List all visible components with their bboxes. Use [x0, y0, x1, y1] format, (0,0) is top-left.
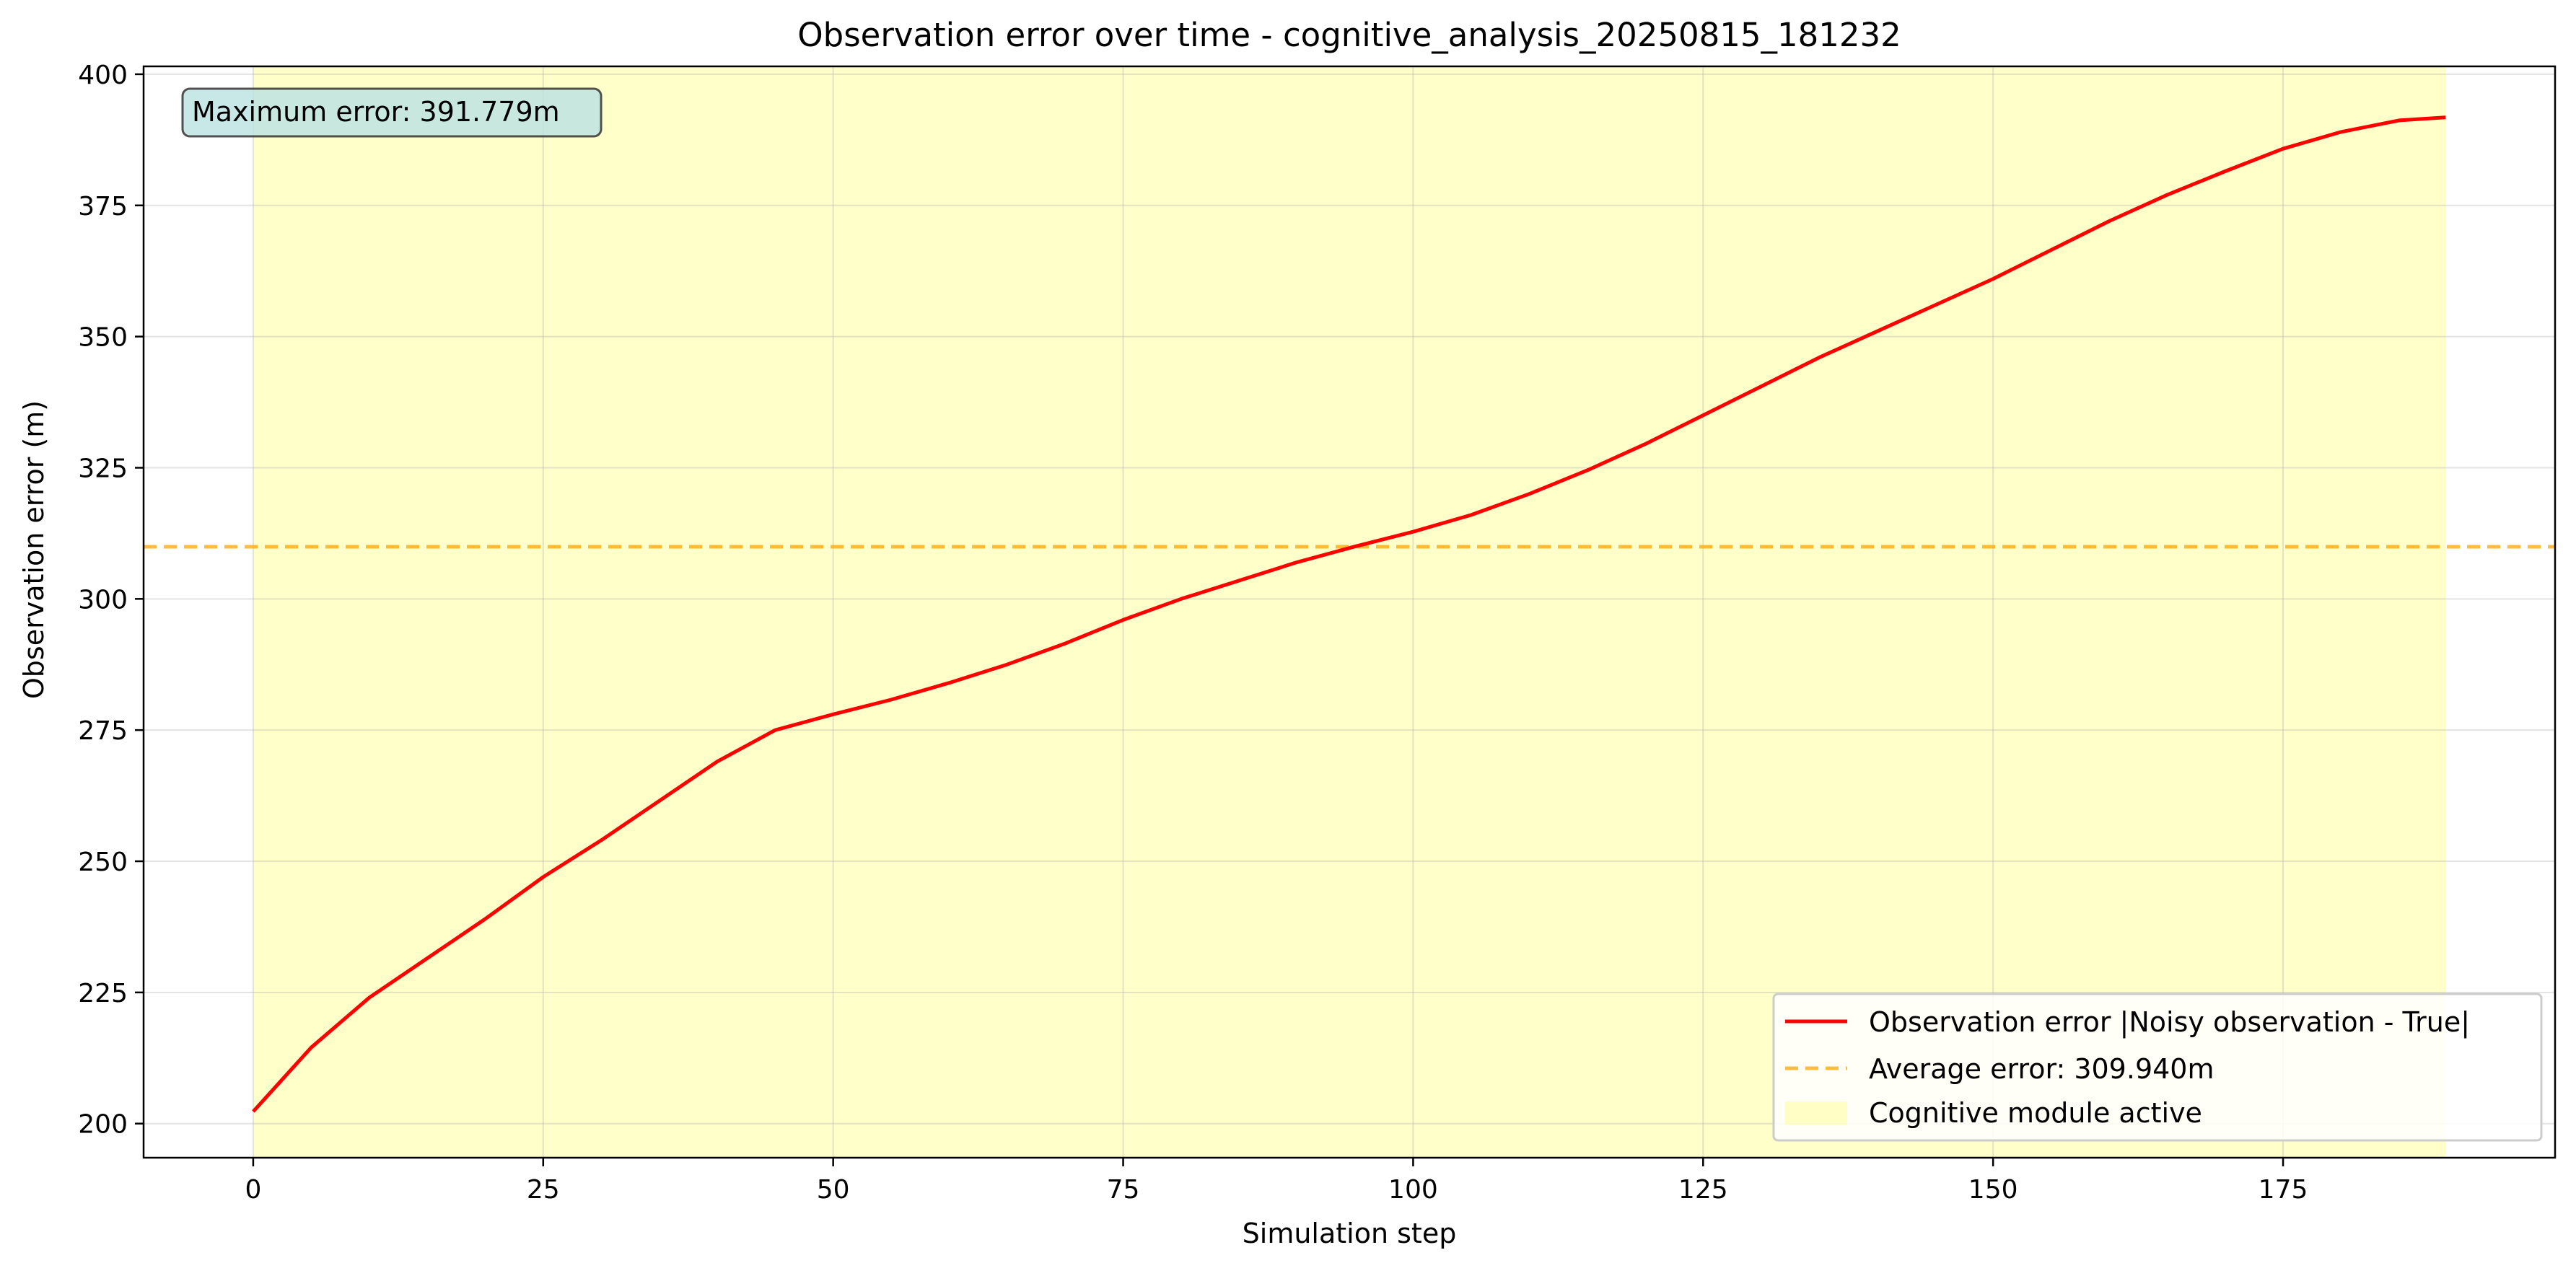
- plot-frame: [142, 65, 2557, 1159]
- legend: Observation error |Noisy observation - T…: [1772, 993, 2543, 1142]
- x-tick-label: 175: [2259, 1175, 2308, 1205]
- legend-label-cognitive-module: Cognitive module active: [1869, 1097, 2202, 1129]
- observation-error-line: [252, 115, 2446, 1113]
- y-tick-label: 275: [78, 716, 128, 746]
- y-tick-label: 400: [78, 61, 128, 90]
- plot-area: 0 25 50 75 100 125 150 175 200 225 250 275 300 325 350…: [78, 61, 2557, 1205]
- x-tick-label: 125: [1678, 1175, 1728, 1205]
- y-axis-label: Observation error (m): [18, 400, 50, 699]
- x-tick-label: 0: [245, 1175, 261, 1205]
- x-axis-label: Simulation step: [1243, 1218, 1457, 1249]
- y-tick-label: 225: [78, 979, 128, 1008]
- legend-label-observation-error: Observation error |Noisy observation - T…: [1869, 1006, 2470, 1039]
- chart-title: Observation error over time - cognitive_…: [797, 16, 1901, 54]
- max-error-annotation: Maximum error: 391.779m: [181, 87, 603, 138]
- x-tick-label: 25: [527, 1175, 560, 1205]
- legend-label-average-error: Average error: 309.940m: [1869, 1053, 2214, 1085]
- x-tick-label: 100: [1388, 1175, 1438, 1205]
- annotation-box: [181, 87, 603, 138]
- shaded-region-cognitive-module: [253, 66, 2446, 1158]
- y-tick-label: 250: [78, 848, 128, 877]
- y-tick-label: 200: [78, 1110, 128, 1140]
- x-tick-label: 75: [1107, 1175, 1140, 1205]
- y-tick-label: 350: [78, 323, 128, 353]
- x-tick-label: 150: [1968, 1175, 2018, 1205]
- y-tick-label: 375: [78, 192, 128, 221]
- legend-swatch-cognitive-module: [1785, 1101, 1847, 1125]
- y-tick-label: 325: [78, 454, 128, 483]
- annotation-text: Maximum error: 391.779m: [192, 96, 560, 128]
- legend-frame: [1772, 993, 2543, 1142]
- x-tick-label: 50: [817, 1175, 850, 1205]
- y-tick-label: 300: [78, 585, 128, 615]
